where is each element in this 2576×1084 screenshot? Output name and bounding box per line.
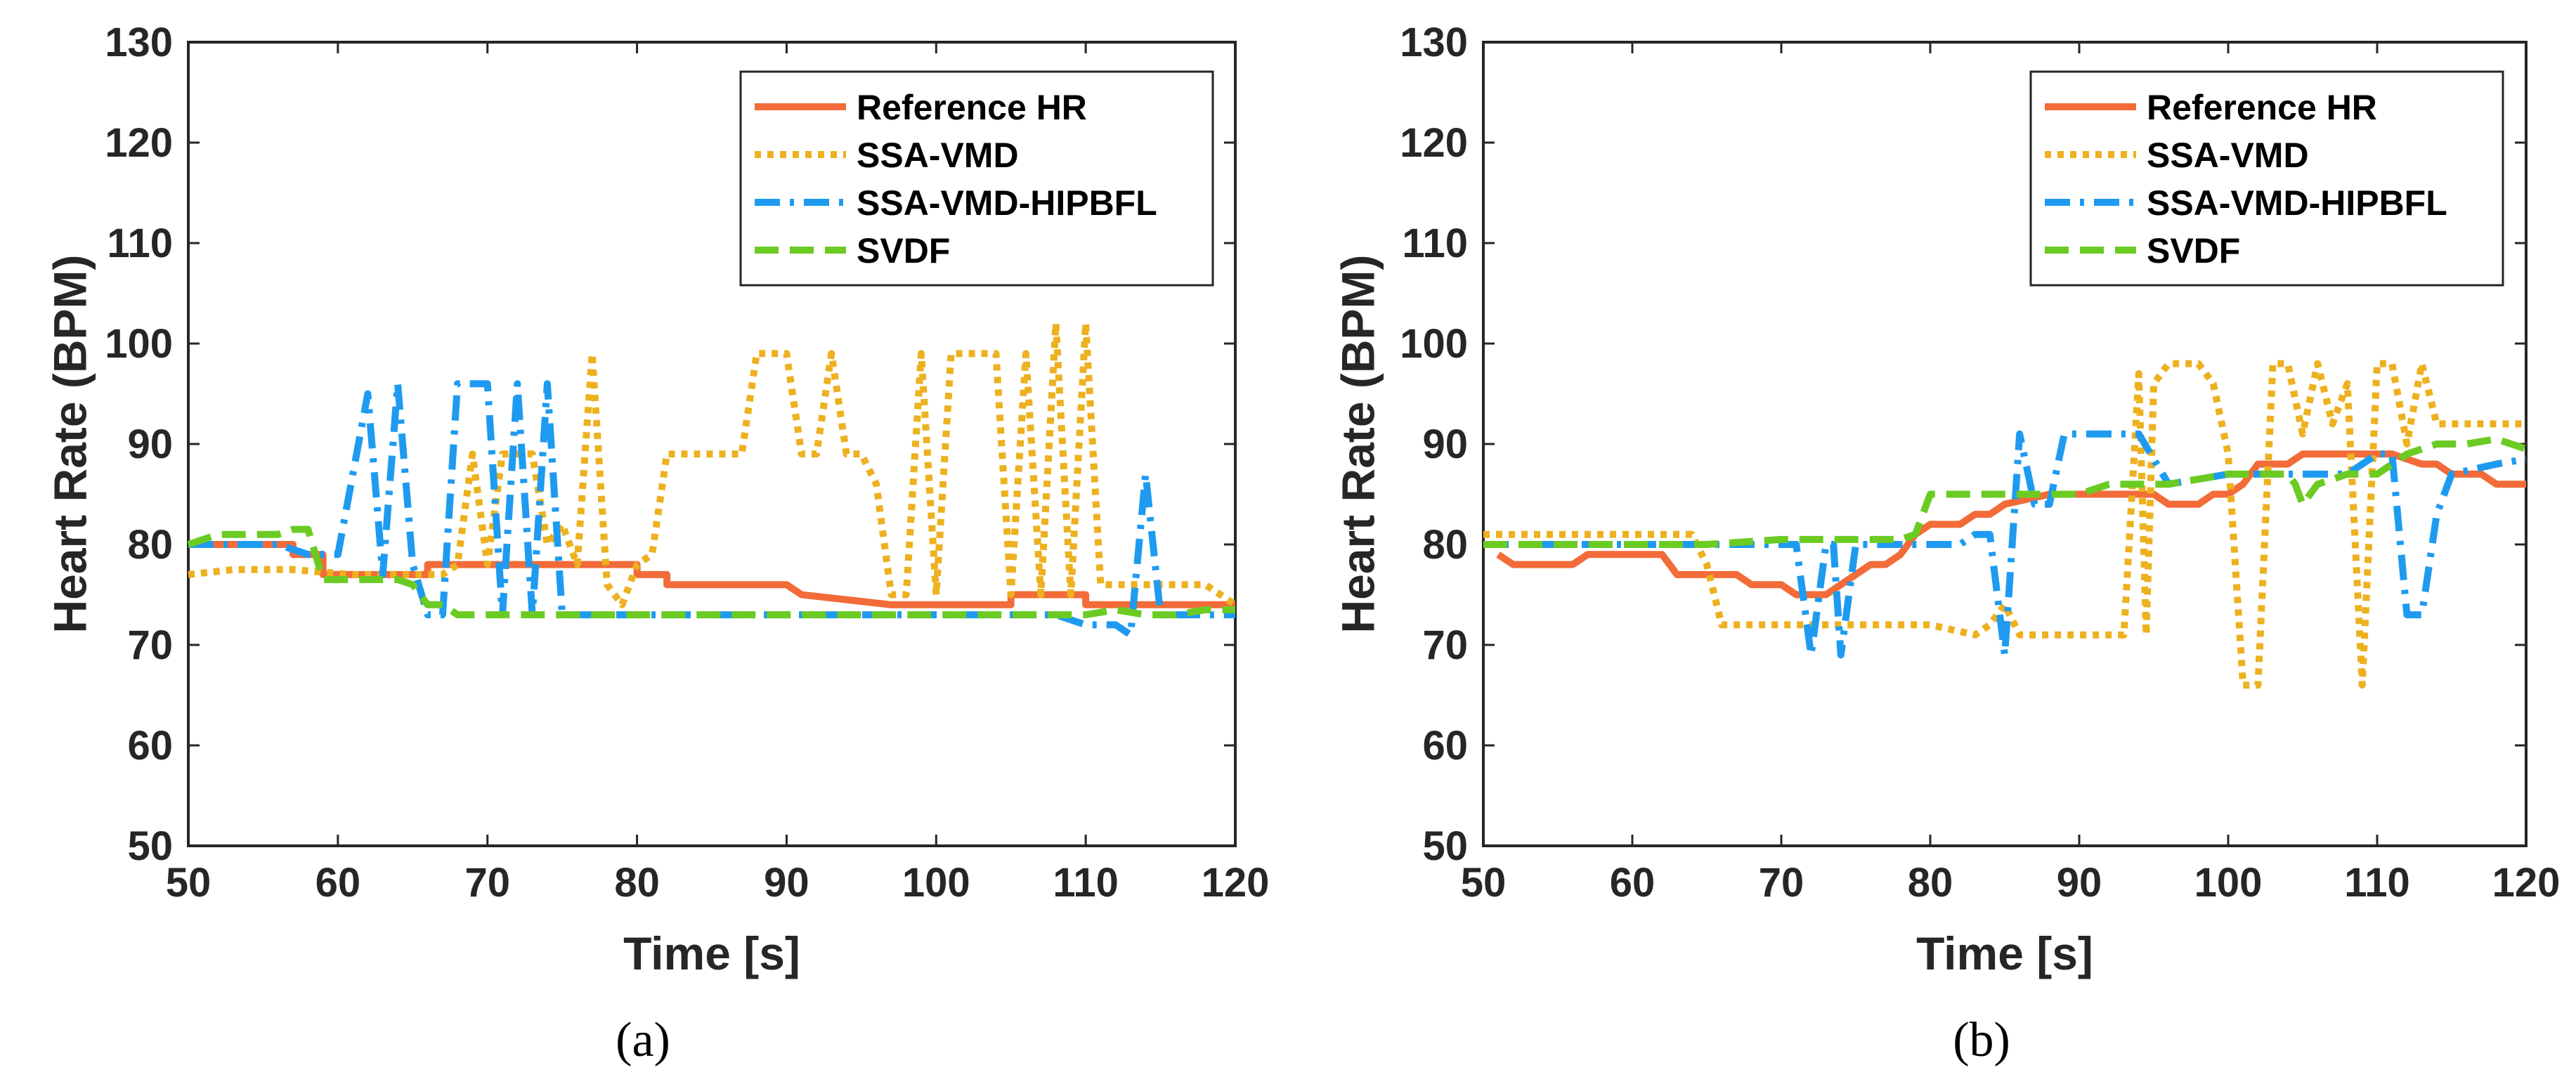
- series-line-ssa-vmd-hipbfl: [1483, 430, 2527, 659]
- y-tick-label: 80: [1422, 522, 1468, 568]
- panel-label-a: (a): [616, 1013, 670, 1067]
- x-tick-label: 50: [166, 860, 212, 906]
- y-tick-label: 100: [105, 321, 173, 367]
- legend-a: Reference HR SSA-VMD SSA-VMD-HIPBFL SVDF: [739, 70, 1214, 287]
- x-tick-label: 60: [1610, 860, 1655, 906]
- series-line-svdf: [187, 525, 1235, 619]
- y-tick-label: 50: [127, 823, 173, 869]
- y-tick-label: 120: [1400, 120, 1468, 166]
- series-line-ssa-vmd: [188, 320, 1237, 608]
- y-tick-label: 100: [1400, 321, 1468, 367]
- series-line-svdf: [1483, 435, 2528, 548]
- series-line-ssa-vmd-hipbfl: [188, 380, 1235, 639]
- x-tick-label: 70: [1759, 860, 1804, 906]
- y-tick-label: 70: [1422, 622, 1468, 668]
- y-tick-label: 70: [127, 622, 173, 668]
- x-tick-label: 110: [2344, 860, 2410, 906]
- x-tick-label: 90: [2057, 860, 2102, 906]
- y-tick-label: 120: [105, 120, 173, 166]
- x-tick-label: 70: [464, 860, 510, 906]
- x-ticks-b: 50 60 70 80 90 100 110 120: [1461, 42, 2561, 906]
- y-tick-label: 110: [107, 221, 173, 266]
- series-line-ssa-vmd: [1483, 360, 2526, 689]
- panel-label-b: (b): [1953, 1013, 2010, 1067]
- y-tick-label: 130: [105, 20, 173, 65]
- x-tick-label: 100: [2194, 860, 2263, 906]
- legend-label-reference-hr: Reference HR: [857, 88, 1087, 127]
- x-tick-label: 60: [316, 860, 361, 906]
- x-tick-label: 80: [614, 860, 660, 906]
- legend-label-ssa-vmd: SSA-VMD: [857, 136, 1019, 175]
- chart-panel-b: 50 60 70 80 90 100 110 120 130 50 60 70 80 90 100 110 1…: [1332, 20, 2560, 1067]
- y-axis-label-b: Heart Rate (BPM): [1332, 254, 1384, 633]
- x-tick-label: 120: [2492, 860, 2561, 906]
- x-tick-label: 110: [1053, 860, 1119, 906]
- legend-label-reference-hr: Reference HR: [2147, 88, 2377, 127]
- y-tick-label: 60: [127, 723, 173, 769]
- y-tick-label: 110: [1402, 221, 1468, 266]
- legend-label-svdf: SVDF: [2147, 231, 2240, 270]
- x-tick-label: 120: [1202, 860, 1270, 906]
- x-tick-label: 50: [1461, 860, 1507, 906]
- series-lines-a: [187, 320, 1237, 639]
- legend-label-ssa-vmd: SSA-VMD: [2147, 136, 2309, 175]
- y-tick-label: 90: [1422, 422, 1468, 467]
- y-tick-label: 50: [1422, 823, 1468, 869]
- chart-panel-a: 50 60 70 80 90 100 110 120 130 50 60 70 80 90 100 110 1…: [44, 20, 1269, 1067]
- y-tick-label: 80: [127, 522, 173, 568]
- y-tick-label: 60: [1422, 723, 1468, 769]
- legend-b: Reference HR SSA-VMD SSA-VMD-HIPBFL SVDF: [2029, 70, 2504, 287]
- legend-label-ssa-vmd-hipbfl: SSA-VMD-HIPBFL: [857, 183, 1157, 223]
- x-tick-label: 80: [1908, 860, 1953, 906]
- y-axis-label-a: Heart Rate (BPM): [44, 254, 96, 633]
- y-ticks-a: 50 60 70 80 90 100 110 120 130: [105, 20, 1235, 869]
- y-tick-label: 90: [127, 422, 173, 467]
- legend-label-svdf: SVDF: [857, 231, 950, 270]
- x-axis-label-a: Time [s]: [623, 927, 800, 979]
- y-tick-label: 130: [1400, 20, 1468, 65]
- series-lines-b: [1483, 360, 2528, 689]
- x-ticks-a: 50 60 70 80 90 100 110 120: [166, 42, 1270, 906]
- x-tick-label: 100: [902, 860, 970, 906]
- x-tick-label: 90: [764, 860, 809, 906]
- x-axis-label-b: Time [s]: [1916, 927, 2093, 979]
- legend-label-ssa-vmd-hipbfl: SSA-VMD-HIPBFL: [2147, 183, 2447, 223]
